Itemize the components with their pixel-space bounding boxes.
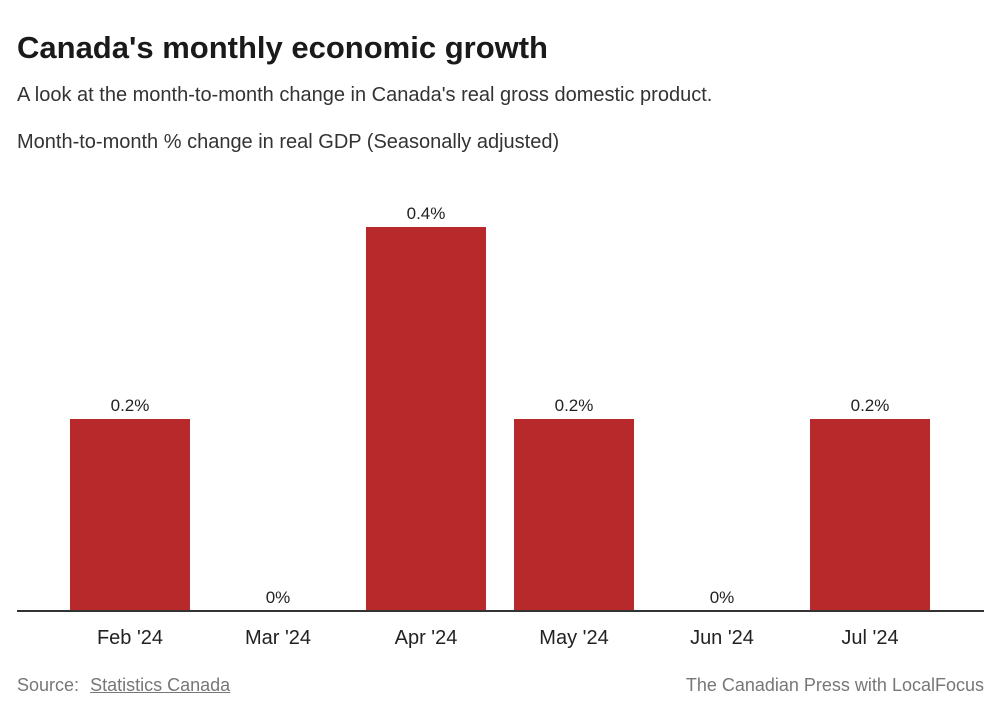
data-label: 0.2% [111,396,150,415]
data-label: 0% [710,588,735,607]
x-tick-label: Jul '24 [841,627,898,649]
data-label: 0% [266,588,291,607]
x-tick-label: Apr '24 [395,627,458,649]
x-tick-label: Mar '24 [245,627,311,649]
x-tick-label: Feb '24 [97,627,163,649]
credit: The Canadian Press with LocalFocus [685,675,984,695]
x-tick-label: May '24 [539,627,608,649]
x-tick-label: Jun '24 [690,627,754,649]
source-label: Source: [17,675,80,695]
chart-title: Canada's monthly economic growth [17,30,548,65]
bar [514,419,634,611]
data-label: 0.4% [407,204,446,223]
source: Source: Statistics Canada [17,675,230,696]
bar [810,419,930,611]
data-label: 0.2% [851,396,890,415]
y-axis-label: Month-to-month % change in real GDP (Sea… [17,131,560,153]
bar [70,419,190,611]
bar [366,227,486,611]
source-link[interactable]: Statistics Canada [90,675,231,695]
chart-subtitle: A look at the month-to-month change in C… [17,84,713,106]
data-label: 0.2% [555,396,594,415]
